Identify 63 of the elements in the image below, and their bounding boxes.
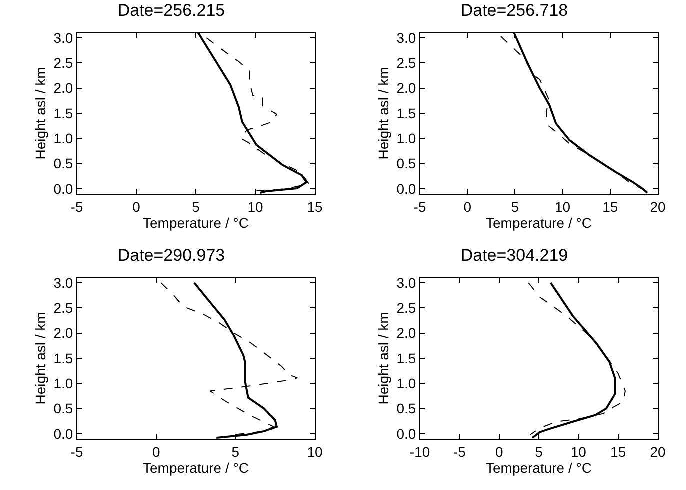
y-axis-title: Height asl / km [375,312,392,405]
y-tick-label: 2.5 [396,55,416,72]
x-axis-title: Temperature / °C [486,460,592,476]
x-tick-label: -5 [414,198,426,215]
y-tick-label: 0.0 [396,180,416,197]
x-tick-label: -5 [453,444,466,460]
x-tick-label: 15 [610,444,626,460]
y-tick-label: 0.5 [54,400,74,417]
y-axis-title: Height asl / km [375,67,392,160]
y-tick-label: 0.0 [54,180,74,197]
x-tick-label: 5 [511,198,520,215]
chart-title: Date=256.215 [118,0,226,20]
x-tick-label: 15 [602,198,618,215]
x-tick-label: 5 [232,444,240,460]
x-tick-label: 5 [535,444,544,460]
x-tick-label: 10 [570,444,587,460]
x-tick-label: -5 [70,444,84,460]
x-tick-label: -10 [410,444,430,460]
x-tick-label: -5 [70,198,84,215]
y-tick-label: 0.0 [54,426,74,442]
chart-title: Date=304.219 [460,246,568,265]
y-axis-title: Height asl / km [32,67,48,160]
x-tick-label: 10 [555,198,571,215]
y-tick-label: 2.5 [396,300,416,316]
x-tick-label: 0 [464,198,472,215]
y-tick-label: 1.0 [54,376,74,392]
chart-title: Date=256.718 [460,0,568,20]
y-tick-label: 1.0 [54,130,74,147]
x-axis-title: Temperature / °C [143,460,249,476]
y-tick-label: 1.5 [396,350,416,366]
x-tick-label: 10 [248,198,264,215]
y-tick-label: 2.0 [54,80,74,96]
y-tick-label: 1.5 [54,350,74,366]
y-tick-label: 3.0 [396,30,416,46]
y-tick-label: 2.5 [54,55,74,72]
y-tick-label: 3.0 [54,274,74,291]
chart-title: Date=290.973 [118,246,226,265]
y-tick-label: 2.0 [396,325,416,342]
x-tick-label: 0 [152,444,160,460]
y-tick-label: 1.0 [396,376,416,392]
y-tick-label: 0.5 [396,156,416,172]
x-axis-title: Temperature / °C [486,214,592,231]
x-tick-label: 0 [495,444,504,460]
line-series [528,282,626,436]
y-axis-title: Height asl / km [32,312,48,405]
y-tick-label: 1.0 [396,130,416,147]
x-tick-label: 20 [650,198,666,215]
y-tick-label: 3.0 [396,274,416,291]
x-tick-label: 5 [192,198,200,215]
y-tick-label: 2.0 [396,80,416,96]
y-tick-label: 1.5 [54,105,74,122]
y-tick-label: 2.0 [54,325,74,342]
x-tick-label: 20 [650,444,666,460]
x-tick-label: 15 [307,198,323,215]
y-tick-label: 0.0 [396,426,416,442]
x-tick-label: 10 [307,444,323,460]
y-tick-label: 2.5 [54,300,74,316]
y-tick-label: 3.0 [54,30,74,46]
x-tick-label: 0 [132,198,141,215]
y-tick-label: 0.5 [54,156,74,172]
y-tick-label: 1.5 [396,105,416,122]
x-axis-title: Temperature / °C [143,214,249,231]
y-tick-label: 0.5 [396,400,416,417]
